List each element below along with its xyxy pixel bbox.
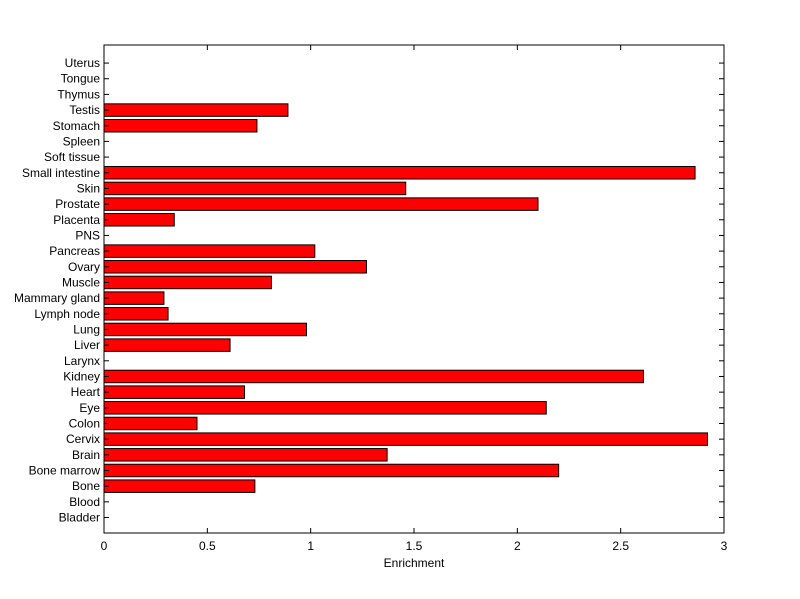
bar-pancreas <box>103 244 316 258</box>
y-tick-label-bladder: Bladder <box>59 511 100 525</box>
y-tick-label-larynx: Larynx <box>64 354 100 368</box>
y-tick-label-stomach: Stomach <box>53 119 100 133</box>
y-tick-label-ovary: Ovary <box>68 260 100 274</box>
x-axis-label: Enrichment <box>384 556 445 570</box>
x-tick-label-0-5: 0.5 <box>199 539 216 553</box>
bar-lung <box>103 322 308 337</box>
bar-brain <box>103 448 388 462</box>
bar-heart <box>103 385 246 399</box>
y-tick-label-liver: Liver <box>74 338 100 352</box>
y-tick-label-testis: Testis <box>69 103 100 117</box>
y-tick-label-bone-marrow: Bone marrow <box>29 463 101 477</box>
x-tick-label-2: 2 <box>514 539 521 553</box>
y-tick-label-small-intestine: Small intestine <box>22 166 100 180</box>
x-tick-labels: 0 0.5 1 1.5 2 2.5 3 <box>101 539 728 553</box>
bar-eye <box>103 401 547 415</box>
y-tick-label-blood: Blood <box>69 495 100 509</box>
y-tick-label-thymus: Thymus <box>57 87 100 101</box>
y-tick-label-heart: Heart <box>71 385 101 399</box>
y-tick-label-uterus: Uterus <box>65 56 100 70</box>
plot-frame <box>103 44 725 534</box>
x-tick-label-0: 0 <box>101 539 108 553</box>
bar-skin <box>103 181 407 196</box>
y-tick-label-spleen: Spleen <box>63 134 100 148</box>
bar-testis <box>103 103 289 117</box>
y-tick-label-tongue: Tongue <box>61 72 101 86</box>
y-tick-label-lung: Lung <box>73 322 100 336</box>
y-tick-label-bone: Bone <box>72 479 100 493</box>
bar-cervix <box>103 432 708 446</box>
bar-colon <box>103 416 198 431</box>
bar-muscle <box>103 275 272 290</box>
bar-mammary-gland <box>103 291 165 305</box>
x-tick-label-3: 3 <box>721 539 728 553</box>
bar-lymph-node <box>103 307 169 321</box>
y-tick-label-prostate: Prostate <box>55 197 100 211</box>
y-tick-label-placenta: Placenta <box>53 213 100 227</box>
y-tick-label-soft-tissue: Soft tissue <box>44 150 100 164</box>
bar-ovary <box>103 260 367 274</box>
y-tick-label-muscle: Muscle <box>62 275 100 289</box>
bar-prostate <box>103 197 539 211</box>
bar-placenta <box>103 213 175 227</box>
y-tick-label-brain: Brain <box>72 448 100 462</box>
x-tick-label-1-5: 1.5 <box>406 539 423 553</box>
y-tick-label-eye: Eye <box>79 401 100 415</box>
y-tick-label-colon: Colon <box>69 416 100 430</box>
y-tick-label-lymph-node: Lymph node <box>34 307 100 321</box>
y-tick-label-cervix: Cervix <box>66 432 100 446</box>
bar-small-intestine <box>103 166 696 180</box>
bar-kidney <box>103 369 644 384</box>
y-tick-label-mammary-gland: Mammary gland <box>14 291 100 305</box>
bar-liver <box>103 338 231 352</box>
y-tick-label-skin: Skin <box>77 181 100 195</box>
bar-bone-marrow <box>103 463 560 478</box>
y-tick-label-pns: PNS <box>75 228 100 242</box>
y-tick-label-pancreas: Pancreas <box>49 244 100 258</box>
bar-bone <box>103 479 256 493</box>
x-tick-label-1: 1 <box>307 539 314 553</box>
x-tick-label-2-5: 2.5 <box>612 539 629 553</box>
bar-stomach <box>103 119 258 133</box>
y-tick-label-kidney: Kidney <box>63 369 100 383</box>
